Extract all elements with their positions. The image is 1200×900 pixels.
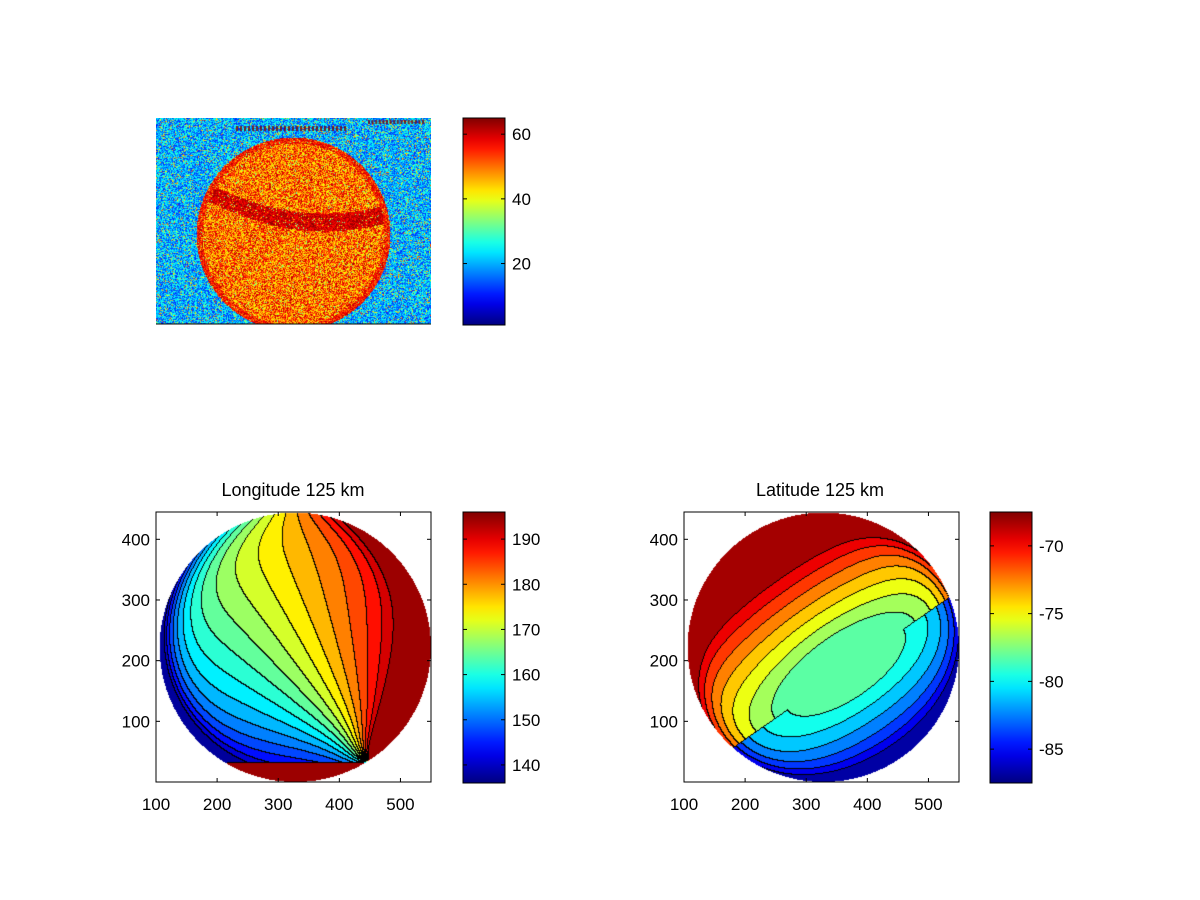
colorbar-latitude [989, 511, 1033, 784]
longitude-title: Longitude 125 km [221, 480, 364, 500]
noisy-image-plot [156, 118, 431, 324]
latitude-axes-frame [683, 511, 960, 783]
colorbar-longitude-ticks: 140 150 160 170 180 190 [463, 530, 540, 775]
colorbar-tick-label: -85 [1039, 740, 1064, 759]
colorbar-tick-label: 40 [512, 190, 531, 209]
panel-latitude: Latitude 125 km 100 200 300 400 500 100 200 300… [650, 480, 1064, 814]
x-tick-label: 300 [792, 795, 820, 814]
x-tick-label: 300 [264, 795, 292, 814]
latitude-contour-plot [684, 512, 959, 782]
colorbar-image-ticks: 20 40 60 [463, 125, 531, 274]
y-tick-label: 400 [122, 530, 150, 549]
colorbar-tick-label: -80 [1039, 672, 1064, 691]
longitude-axis-ticks: 100 200 300 400 500 100 200 300 400 [122, 512, 431, 814]
x-tick-label: 200 [731, 795, 759, 814]
colorbar-longitude [462, 511, 506, 784]
y-tick-label: 100 [650, 712, 678, 731]
colorbar-tick-label: 140 [512, 756, 540, 775]
colorbar-tick-label: 190 [512, 530, 540, 549]
x-tick-label: 200 [203, 795, 231, 814]
longitude-axes-frame [155, 511, 432, 783]
colorbar-latitude-ticks: -85 -80 -75 -70 [990, 537, 1064, 759]
x-tick-label: 400 [325, 795, 353, 814]
panel-image: 20 40 60 [156, 117, 531, 326]
y-tick-label: 100 [122, 712, 150, 731]
x-tick-label: 500 [914, 795, 942, 814]
longitude-contour-plot [156, 512, 431, 782]
colorbar-tick-label: 20 [512, 255, 531, 274]
x-tick-label: 100 [670, 795, 698, 814]
y-tick-label: 300 [122, 591, 150, 610]
y-tick-label: 300 [650, 591, 678, 610]
colorbar-tick-label: 170 [512, 620, 540, 639]
latitude-axis-ticks: 100 200 300 400 500 100 200 300 400 [650, 512, 959, 814]
colorbar-tick-label: 180 [512, 575, 540, 594]
x-tick-label: 100 [142, 795, 170, 814]
colorbar-tick-label: 160 [512, 666, 540, 685]
colorbar-tick-label: -70 [1039, 537, 1064, 556]
x-tick-label: 500 [386, 795, 414, 814]
latitude-title: Latitude 125 km [756, 480, 884, 500]
colorbar-tick-label: -75 [1039, 605, 1064, 624]
y-tick-label: 200 [122, 652, 150, 671]
x-tick-label: 400 [853, 795, 881, 814]
y-tick-label: 400 [650, 530, 678, 549]
colorbar-image [462, 117, 506, 326]
colorbar-tick-label: 60 [512, 125, 531, 144]
colorbar-tick-label: 150 [512, 711, 540, 730]
y-tick-label: 200 [650, 652, 678, 671]
panel-longitude: Longitude 125 km 100 200 300 400 500 100 200 30… [122, 480, 541, 814]
